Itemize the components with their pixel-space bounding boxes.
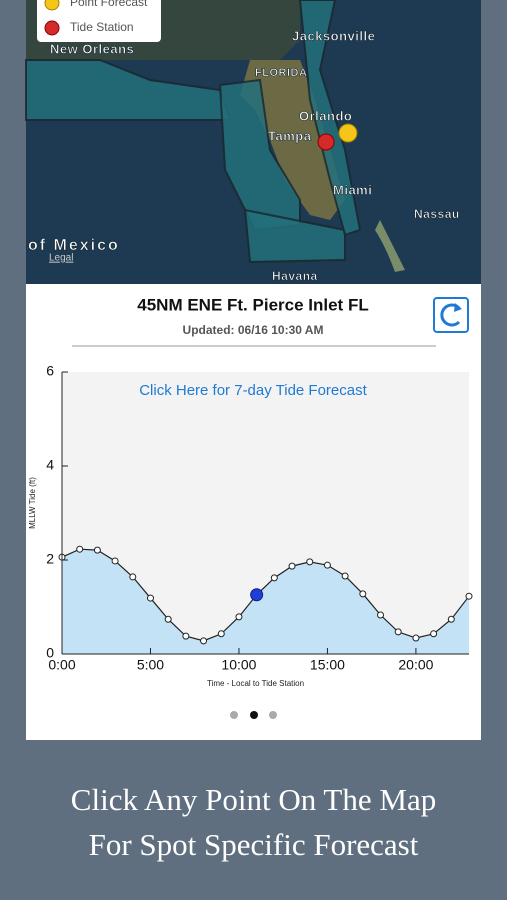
tide-point xyxy=(394,628,402,636)
map-place-label: Havana xyxy=(272,269,318,283)
updated-time: Updated: 06/16 10:30 AM xyxy=(183,323,324,337)
y-tick-label: 4 xyxy=(46,457,54,473)
tide-point xyxy=(430,630,438,638)
tide-point xyxy=(111,557,119,565)
map[interactable] xyxy=(25,0,481,284)
tide-point xyxy=(270,574,278,582)
tide-point xyxy=(235,613,243,621)
tide-point xyxy=(447,615,455,623)
tide-point xyxy=(412,634,420,642)
tide-point xyxy=(93,546,101,554)
tide-point xyxy=(465,592,473,600)
tide-point xyxy=(164,615,172,623)
x-tick-label: 20:00 xyxy=(398,657,433,673)
map-place-label: Miami xyxy=(333,182,372,197)
map-place-label: of Mexico xyxy=(28,237,120,254)
y-tick-label: 2 xyxy=(46,551,54,567)
tide-point xyxy=(200,637,208,645)
map-place-label: FLORIDA xyxy=(255,67,307,79)
x-tick-label: 0:00 xyxy=(48,657,75,673)
map-place-label: Nassau xyxy=(414,207,460,221)
page-dot[interactable] xyxy=(250,711,258,719)
y-tick-label: 6 xyxy=(46,363,54,379)
map-attribution: Legal xyxy=(49,253,73,264)
caption-line: For Spot Specific Forecast xyxy=(88,827,419,862)
y-tick-label: 0 xyxy=(46,645,54,661)
tide-point xyxy=(288,562,296,570)
map-place-label: Jacksonville xyxy=(292,28,375,43)
tide-point xyxy=(182,632,190,640)
y-axis-title: MLLW Tide (ft) xyxy=(28,477,37,529)
x-axis-title: Time - Local to Tide Station xyxy=(207,679,304,688)
caption-line: Click Any Point On The Map xyxy=(70,782,437,817)
page-dot[interactable] xyxy=(269,711,277,719)
tide-point xyxy=(323,561,331,569)
panel-title: 45NM ENE Ft. Pierce Inlet FL xyxy=(137,295,368,314)
tide-point xyxy=(129,573,137,581)
tide-point xyxy=(341,572,349,580)
refresh-button[interactable] xyxy=(433,297,469,333)
tide-point xyxy=(359,590,367,598)
map-place-label: Tampa xyxy=(268,128,312,143)
tide-point xyxy=(306,558,314,566)
x-tick-label: 5:00 xyxy=(137,657,164,673)
map-place-label: New Orleans xyxy=(50,41,134,56)
tide-area xyxy=(62,549,469,654)
page-dot[interactable] xyxy=(230,711,238,719)
current-tide-marker xyxy=(250,588,264,602)
tide-point xyxy=(377,611,385,619)
map-legend-label: Tide Station xyxy=(70,20,134,34)
x-tick-label: 15:00 xyxy=(310,657,345,673)
tide-point xyxy=(146,594,154,602)
tide-forecast-link[interactable]: Click Here for 7-day Tide Forecast xyxy=(139,382,367,399)
x-tick-label: 10:00 xyxy=(221,657,256,673)
tide-point xyxy=(76,545,84,553)
tide-point xyxy=(217,630,225,638)
map-legend-label: Point Forecast xyxy=(70,0,148,9)
map-place-label: Orlando xyxy=(299,108,352,123)
